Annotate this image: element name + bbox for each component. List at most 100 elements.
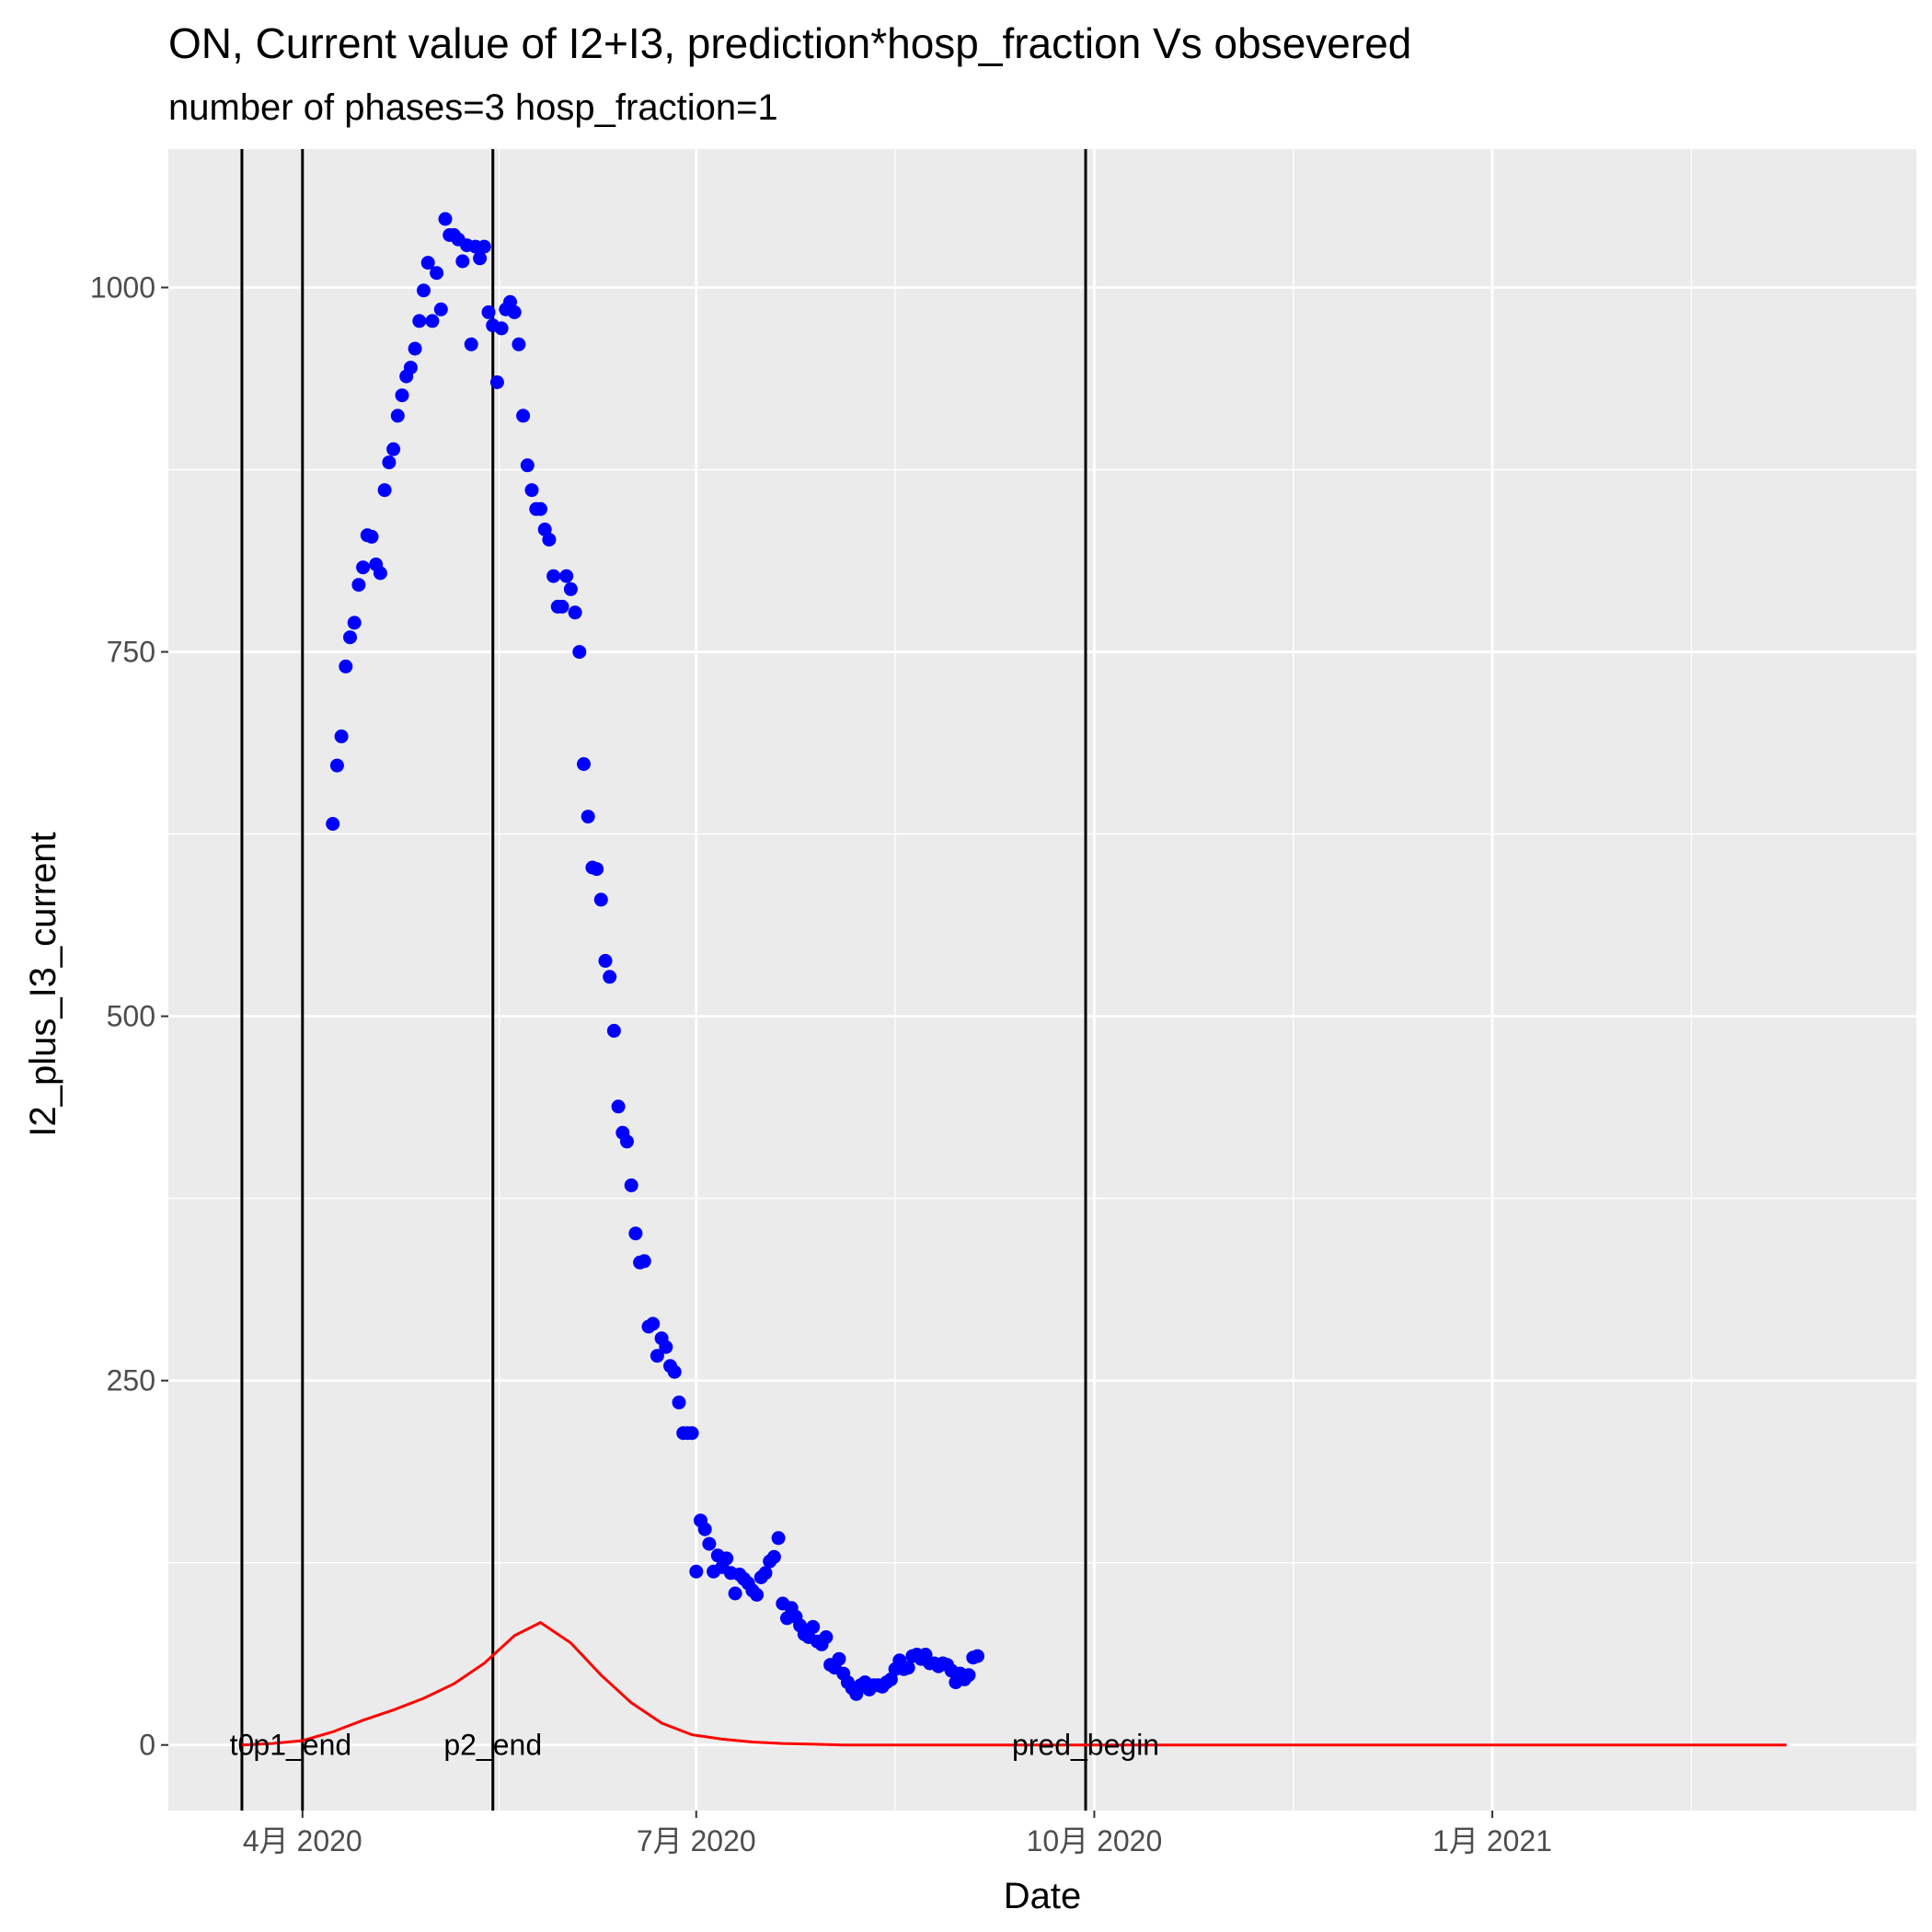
y-tick-label: 1000: [90, 271, 155, 305]
observed-point: [343, 630, 357, 645]
observed-point: [433, 302, 448, 316]
observed-point: [577, 757, 591, 771]
x-tick-label: 7月 2020: [637, 1824, 756, 1857]
observed-point: [563, 581, 578, 596]
observed-point: [593, 892, 608, 907]
observed-point: [425, 314, 440, 328]
observed-point: [806, 1619, 821, 1634]
observed-point: [771, 1531, 786, 1546]
observed-point: [351, 578, 366, 592]
vline-layer: [240, 149, 1087, 1811]
x-tick-label: 4月 2020: [243, 1824, 362, 1857]
observed-point: [364, 529, 379, 544]
observed-point: [534, 501, 547, 516]
observed-point: [728, 1586, 742, 1601]
observed-point: [430, 266, 444, 281]
vline-label-p1-end: p1_end: [253, 1729, 351, 1762]
observed-point: [464, 337, 478, 351]
x-tick-label: 10月 2020: [1027, 1824, 1163, 1857]
observed-point: [719, 1551, 734, 1566]
observed-point: [559, 569, 574, 583]
observed-point: [408, 341, 422, 356]
observed-point: [455, 254, 470, 269]
observed-point: [516, 408, 531, 423]
axes-layer: 0 250 500 750 1000 4月 2020 7月 2020 10月 2020 1月 2…: [90, 271, 1552, 1858]
observed-point: [606, 1023, 621, 1038]
y-tick-label: 0: [139, 1729, 155, 1762]
observed-point: [382, 455, 397, 470]
y-tick-label: 500: [107, 1000, 155, 1033]
observed-point: [326, 817, 340, 831]
observed-point: [420, 256, 435, 270]
chart-title: ON, Current value of I2+I3, prediction*h…: [168, 19, 1411, 67]
observed-point: [659, 1340, 673, 1354]
observed-point: [667, 1364, 682, 1379]
observed-point: [832, 1651, 846, 1666]
observed-point: [494, 321, 509, 336]
observed-point: [961, 1668, 976, 1683]
observed-point: [524, 483, 539, 498]
y-tick-label: 250: [107, 1364, 155, 1397]
observed-point: [438, 212, 453, 226]
observed-point: [542, 533, 557, 547]
observed-point: [512, 337, 526, 351]
observed-point: [395, 388, 409, 403]
observed-point: [581, 810, 595, 824]
observed-point: [572, 645, 587, 660]
observed-point: [766, 1549, 781, 1564]
chart-subtitle: number of phases=3 hosp_fraction=1: [168, 87, 778, 128]
observed-point: [620, 1134, 634, 1149]
observed-point: [750, 1588, 765, 1602]
observed-point: [758, 1566, 773, 1581]
annotation-layer: t0 p1_end p2_end pred_begin: [230, 1729, 1159, 1762]
observed-point: [672, 1395, 686, 1409]
prediction-layer: [241, 1620, 1787, 1747]
observed-point: [689, 1564, 704, 1579]
vline-label-t0: t0: [230, 1729, 255, 1762]
plot-panel: [168, 149, 1916, 1811]
observed-point: [646, 1317, 661, 1331]
observed-point: [403, 361, 418, 375]
observed-point: [373, 566, 387, 581]
observed-point: [477, 239, 491, 254]
observed-point: [507, 305, 522, 319]
observed-point: [598, 953, 613, 968]
observed-point: [590, 862, 604, 877]
observed-point: [611, 1099, 626, 1114]
observed-point: [339, 659, 353, 673]
vline-label-pred-begin: pred_begin: [1012, 1729, 1159, 1762]
observed-point: [637, 1254, 651, 1269]
observed-point: [334, 729, 349, 743]
observed-point: [386, 442, 401, 456]
observed-point: [971, 1649, 984, 1663]
observed-point: [624, 1178, 638, 1192]
observed-point: [329, 758, 344, 773]
observed-point: [555, 599, 569, 614]
observed-point: [520, 458, 535, 473]
observed-points-layer: [326, 212, 984, 1701]
observed-point: [417, 283, 431, 298]
observed-point: [481, 305, 496, 319]
x-axis-title: Date: [1004, 1876, 1082, 1916]
observed-point: [650, 1349, 664, 1363]
observed-point: [568, 605, 582, 620]
observed-point: [702, 1536, 717, 1551]
observed-point: [356, 560, 371, 575]
observed-point: [473, 251, 488, 266]
vline-label-p2-end: p2_end: [443, 1729, 542, 1762]
observed-point: [819, 1630, 834, 1644]
prediction-line: [241, 1620, 1787, 1747]
y-tick-label: 750: [107, 636, 155, 669]
observed-point: [901, 1661, 915, 1675]
observed-point: [412, 314, 427, 328]
x-tick-label: 1月 2021: [1432, 1824, 1552, 1857]
observed-point: [628, 1226, 643, 1241]
observed-point: [489, 375, 504, 389]
observed-point: [546, 569, 561, 583]
observed-point: [377, 483, 392, 498]
observed-point: [390, 408, 405, 423]
observed-point: [697, 1522, 712, 1536]
observed-point: [603, 970, 617, 984]
observed-point: [347, 615, 362, 630]
